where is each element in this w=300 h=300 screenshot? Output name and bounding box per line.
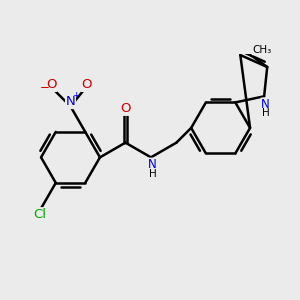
Text: N: N	[66, 95, 75, 108]
Text: −: −	[40, 81, 50, 94]
Text: N: N	[148, 158, 157, 171]
Text: O: O	[46, 78, 57, 92]
Text: O: O	[81, 78, 92, 92]
Text: CH₃: CH₃	[252, 45, 272, 55]
Text: H: H	[262, 108, 269, 118]
Text: Cl: Cl	[33, 208, 46, 221]
Text: H: H	[148, 169, 156, 178]
Text: O: O	[120, 102, 131, 115]
Text: +: +	[72, 91, 80, 100]
Text: N: N	[261, 98, 270, 111]
